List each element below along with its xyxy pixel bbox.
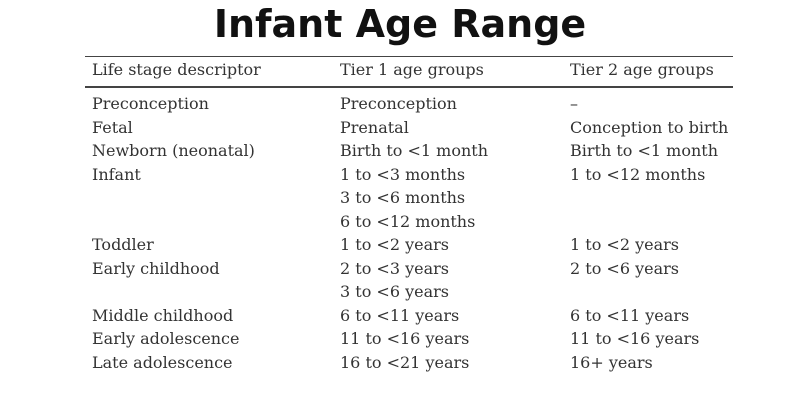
table-cell: 1 to <2 years: [570, 235, 679, 254]
table-cell: Infant: [92, 164, 141, 184]
table-cell: Middle childhood: [92, 305, 234, 325]
table-cell: Preconception: [340, 94, 457, 113]
table-cell: 2 to <6 years: [570, 258, 679, 278]
table-cell: 6 to <11 years: [340, 305, 460, 325]
table-cell: 11 to <16 years: [570, 329, 700, 348]
table-cell: 1 to <12 months: [570, 164, 706, 184]
page-title: Infant Age Range: [213, 2, 587, 46]
table-cell: 1 to <3 months: [340, 164, 466, 184]
table-cell: 3 to <6 months: [340, 188, 466, 207]
column-header: Tier 1 age groups: [340, 60, 484, 79]
table-cell: Birth to <1 month: [340, 141, 489, 160]
table-cell: 16 to <21 years: [340, 352, 470, 372]
table-cell: 6 to <12 months: [340, 211, 476, 231]
table-cell: 6 to <11 years: [570, 305, 690, 325]
table-cell: Prenatal: [340, 117, 409, 137]
table-cell: Birth to <1 month: [570, 141, 719, 160]
table-cell: 16+ years: [570, 352, 653, 372]
table-cell: Toddler: [92, 235, 154, 254]
table-cell: Newborn (neonatal): [92, 141, 255, 160]
table-cell: Preconception: [92, 94, 209, 113]
table-header-rule: [85, 86, 733, 88]
table-cell: Conception to birth: [570, 117, 729, 137]
table-cell: Fetal: [92, 117, 133, 137]
table-cell: Early adolescence: [92, 329, 240, 348]
column-header: Life stage descriptor: [92, 60, 261, 79]
table-cell: –: [570, 94, 578, 113]
table-cell: Late adolescence: [92, 352, 233, 372]
table-top-rule: [85, 56, 733, 57]
table-cell: Early childhood: [92, 258, 220, 278]
column-header: Tier 2 age groups: [570, 60, 714, 79]
table-cell: 11 to <16 years: [340, 329, 470, 348]
table-cell: 3 to <6 years: [340, 282, 449, 301]
table-cell: 1 to <2 years: [340, 235, 449, 254]
table-cell: 2 to <3 years: [340, 258, 449, 278]
